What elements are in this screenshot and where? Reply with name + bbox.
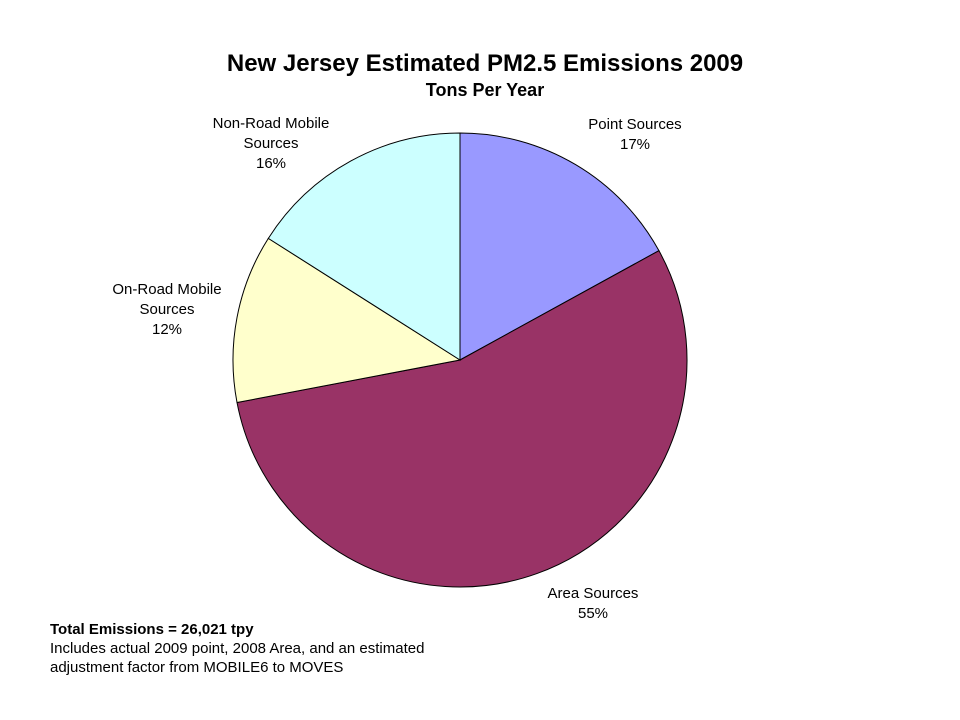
slice-percent: 16% — [255, 155, 287, 172]
slice-label-on-road-mobile-sources: On-Road Mobile Sources 12% — [92, 280, 242, 340]
footnote: Total Emissions = 26,021 tpy Includes ac… — [50, 620, 424, 677]
slice-label-non-road-mobile-sources: Non-Road Mobile Sources 16% — [196, 114, 346, 174]
total-emissions: Total Emissions = 26,021 tpy — [50, 621, 254, 638]
slice-name: Point Sources — [588, 116, 682, 133]
slice-percent: 17% — [619, 136, 651, 153]
pie-slice-area-sources — [236, 249, 688, 588]
chart-title: New Jersey Estimated PM2.5 Emissions 200… — [226, 50, 744, 77]
footnote-line-1: Includes actual 2009 point, 2008 Area, a… — [50, 640, 425, 657]
slice-name-line-2: Sources — [243, 135, 299, 152]
pie-slice-non-road-mobile-sources — [267, 132, 461, 361]
slice-label-point-sources: Point Sources 17% — [560, 115, 710, 155]
footnote-line-2: adjustment factor from MOBILE6 to MOVES — [50, 659, 344, 676]
pie-slice-on-road-mobile-sources — [232, 237, 462, 404]
slice-name-line-1: Non-Road Mobile — [212, 115, 330, 132]
slice-label-area-sources: Area Sources 55% — [518, 584, 668, 624]
slice-name-line-2: Sources — [139, 301, 195, 318]
slice-name-line-1: On-Road Mobile — [112, 281, 222, 298]
slice-percent: 12% — [151, 321, 183, 338]
pie-slice-point-sources — [459, 132, 660, 361]
chart-subtitle: Tons Per Year — [425, 80, 545, 100]
slice-percent: 55% — [577, 605, 609, 622]
slice-name: Area Sources — [547, 585, 639, 602]
